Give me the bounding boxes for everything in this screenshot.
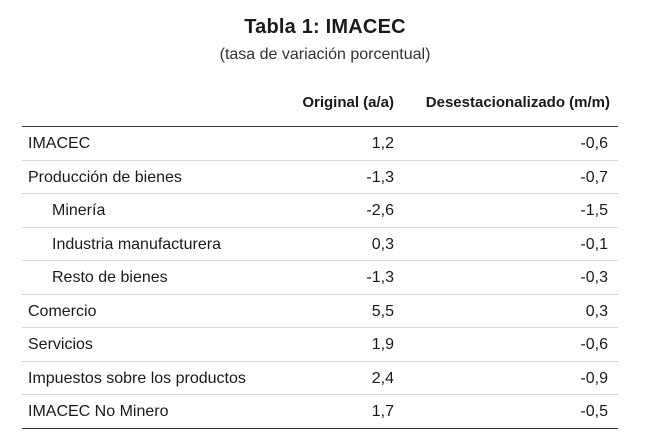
cell-original: -2,6 bbox=[366, 202, 394, 219]
cell-desestacionalizado: -0,9 bbox=[580, 369, 608, 387]
row-label: Producción de bienes bbox=[28, 168, 182, 186]
cell-original: 0,3 bbox=[371, 235, 394, 253]
row-label: Minería bbox=[52, 202, 106, 219]
cell-desestacionalizado: -0,5 bbox=[580, 403, 608, 420]
cell-desestacionalizado: -0,3 bbox=[580, 269, 608, 286]
table-row: Producción de bienes -1,3 -0,7 bbox=[22, 161, 618, 194]
table-row: Impuestos sobre los productos 2,4 -0,9 bbox=[22, 362, 618, 395]
table-row: IMACEC No Minero 1,7 -0,5 bbox=[22, 395, 618, 429]
row-label: Comercio bbox=[28, 302, 97, 320]
cell-desestacionalizado: -0,1 bbox=[580, 235, 608, 253]
table-row: Resto de bienes -1,3 -0,3 bbox=[22, 261, 618, 295]
cell-original: 2,4 bbox=[371, 369, 394, 387]
row-label: IMACEC bbox=[28, 135, 91, 152]
cell-original: 1,7 bbox=[371, 403, 394, 420]
cell-desestacionalizado: -0,7 bbox=[580, 168, 608, 186]
row-label: Servicios bbox=[28, 336, 93, 353]
table-header-row: Original (a/a) Desestacionalizado (m/m) bbox=[22, 84, 618, 127]
row-label: IMACEC No Minero bbox=[28, 403, 169, 420]
cell-original: -1,3 bbox=[366, 168, 394, 186]
table-subtitle: (tasa de variación porcentual) bbox=[219, 46, 431, 63]
row-label: Impuestos sobre los productos bbox=[28, 369, 246, 387]
table-row: IMACEC 1,2 -0,6 bbox=[22, 127, 618, 161]
row-label: Resto de bienes bbox=[52, 269, 168, 286]
cell-desestacionalizado: 0,3 bbox=[585, 302, 608, 320]
cell-desestacionalizado: -0,6 bbox=[580, 135, 608, 152]
imacec-table: Original (a/a) Desestacionalizado (m/m) … bbox=[22, 84, 618, 429]
column-header-desestacionalizado: Desestacionalizado (m/m) bbox=[425, 94, 610, 111]
table-row: Minería -2,6 -1,5 bbox=[22, 194, 618, 228]
table-row: Industria manufacturera 0,3 -0,1 bbox=[22, 228, 618, 261]
table-row: Comercio 5,5 0,3 bbox=[22, 295, 618, 328]
column-header-original: Original (a/a) bbox=[302, 94, 394, 111]
cell-original: 1,2 bbox=[371, 135, 394, 152]
cell-original: 1,9 bbox=[371, 336, 394, 353]
table-title: Tabla 1: IMACEC bbox=[244, 16, 406, 38]
table-row: Servicios 1,9 -0,6 bbox=[22, 328, 618, 362]
cell-original: 5,5 bbox=[371, 302, 394, 320]
cell-original: -1,3 bbox=[366, 269, 394, 286]
row-label: Industria manufacturera bbox=[52, 235, 221, 253]
cell-desestacionalizado: -0,6 bbox=[580, 336, 608, 353]
cell-desestacionalizado: -1,5 bbox=[580, 202, 608, 219]
